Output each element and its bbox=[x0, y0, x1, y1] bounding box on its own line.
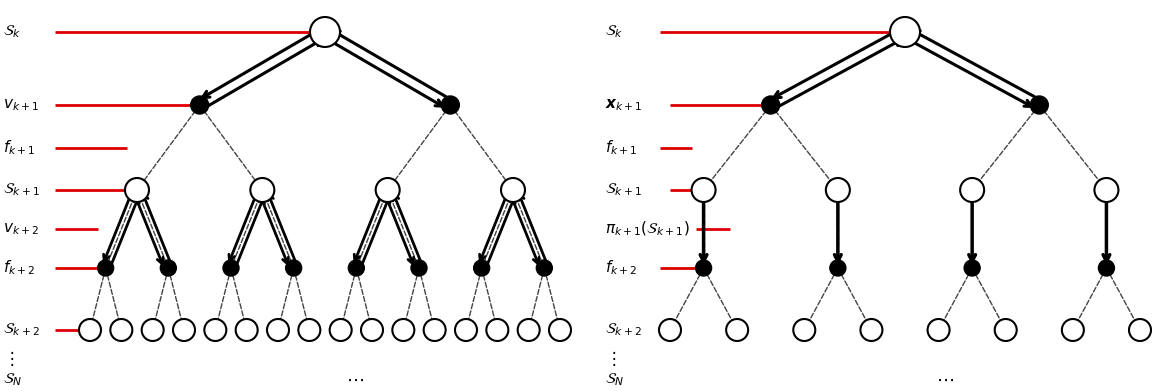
Circle shape bbox=[456, 319, 476, 341]
Circle shape bbox=[375, 178, 400, 202]
Circle shape bbox=[830, 260, 846, 276]
Text: $\boldsymbol{x}_{k+1}$: $\boldsymbol{x}_{k+1}$ bbox=[605, 97, 643, 113]
Text: $\mathcal{S}_{k+1}$: $\mathcal{S}_{k+1}$ bbox=[3, 181, 40, 198]
Text: $\mathcal{S}_{k+1}$: $\mathcal{S}_{k+1}$ bbox=[605, 181, 641, 198]
Text: $\mathcal{S}_k$: $\mathcal{S}_k$ bbox=[605, 24, 623, 40]
Circle shape bbox=[548, 319, 571, 341]
Circle shape bbox=[826, 178, 849, 202]
Circle shape bbox=[1129, 319, 1152, 341]
Circle shape bbox=[223, 260, 239, 276]
Circle shape bbox=[1031, 96, 1048, 114]
Circle shape bbox=[393, 319, 415, 341]
Circle shape bbox=[487, 319, 508, 341]
Circle shape bbox=[794, 319, 816, 341]
Circle shape bbox=[890, 17, 920, 47]
Circle shape bbox=[411, 260, 426, 276]
Circle shape bbox=[762, 96, 780, 114]
Circle shape bbox=[424, 319, 446, 341]
Circle shape bbox=[691, 178, 716, 202]
Text: $f_{k+1}$: $f_{k+1}$ bbox=[3, 138, 35, 157]
Circle shape bbox=[98, 260, 114, 276]
Circle shape bbox=[995, 319, 1017, 341]
Text: $f_{k+2}$: $f_{k+2}$ bbox=[605, 259, 637, 278]
Circle shape bbox=[142, 319, 164, 341]
Text: $\mathcal{S}_N$: $\mathcal{S}_N$ bbox=[3, 372, 22, 388]
Circle shape bbox=[250, 178, 274, 202]
Circle shape bbox=[474, 260, 489, 276]
Text: $\mathcal{S}_{k+2}$: $\mathcal{S}_{k+2}$ bbox=[605, 322, 641, 338]
Circle shape bbox=[517, 319, 539, 341]
Circle shape bbox=[236, 319, 258, 341]
Circle shape bbox=[361, 319, 383, 341]
Text: $f_{k+2}$: $f_{k+2}$ bbox=[3, 259, 35, 278]
Text: $\vdots$: $\vdots$ bbox=[605, 348, 616, 368]
Circle shape bbox=[659, 319, 681, 341]
Circle shape bbox=[860, 319, 882, 341]
Circle shape bbox=[125, 178, 149, 202]
Text: $\mathcal{S}_k$: $\mathcal{S}_k$ bbox=[3, 24, 21, 40]
Circle shape bbox=[79, 319, 101, 341]
Text: $\mathcal{S}_N$: $\mathcal{S}_N$ bbox=[605, 372, 624, 388]
Circle shape bbox=[696, 260, 711, 276]
Circle shape bbox=[330, 319, 352, 341]
Circle shape bbox=[726, 319, 748, 341]
Circle shape bbox=[1062, 319, 1084, 341]
Circle shape bbox=[960, 178, 984, 202]
Circle shape bbox=[537, 260, 552, 276]
Text: $v_{k+1}$: $v_{k+1}$ bbox=[3, 97, 40, 113]
Circle shape bbox=[927, 319, 949, 341]
Text: $\pi_{k+1}(\mathcal{S}_{k+1})$: $\pi_{k+1}(\mathcal{S}_{k+1})$ bbox=[605, 220, 689, 238]
Circle shape bbox=[964, 260, 980, 276]
Circle shape bbox=[299, 319, 321, 341]
Circle shape bbox=[173, 319, 195, 341]
Circle shape bbox=[1095, 178, 1119, 202]
Circle shape bbox=[1098, 260, 1114, 276]
Circle shape bbox=[349, 260, 365, 276]
Text: $\cdots$: $\cdots$ bbox=[346, 371, 364, 389]
Circle shape bbox=[160, 260, 177, 276]
Circle shape bbox=[267, 319, 289, 341]
Circle shape bbox=[205, 319, 227, 341]
Text: $v_{k+2}$: $v_{k+2}$ bbox=[3, 221, 40, 237]
Text: $\cdots$: $\cdots$ bbox=[937, 371, 954, 389]
Circle shape bbox=[442, 96, 459, 114]
Circle shape bbox=[310, 17, 340, 47]
Circle shape bbox=[191, 96, 209, 114]
Circle shape bbox=[286, 260, 302, 276]
Text: $f_{k+1}$: $f_{k+1}$ bbox=[605, 138, 638, 157]
Circle shape bbox=[501, 178, 525, 202]
Text: $\mathcal{S}_{k+2}$: $\mathcal{S}_{k+2}$ bbox=[3, 322, 40, 338]
Circle shape bbox=[110, 319, 132, 341]
Text: $\vdots$: $\vdots$ bbox=[3, 348, 14, 368]
